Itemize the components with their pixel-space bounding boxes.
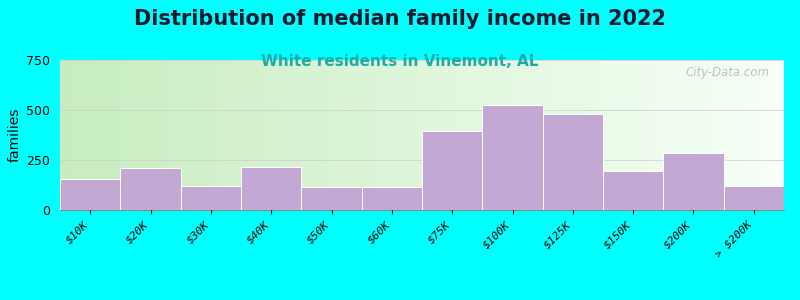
Text: Distribution of median family income in 2022: Distribution of median family income in … (134, 9, 666, 29)
Bar (542, 114, 603, 210)
Bar (181, 186, 241, 210)
Y-axis label: families: families (8, 108, 22, 162)
Bar (60, 179, 120, 210)
Bar (241, 167, 302, 210)
Bar (603, 171, 663, 210)
Text: White residents in Vinemont, AL: White residents in Vinemont, AL (262, 54, 538, 69)
Bar (120, 168, 181, 210)
Text: City-Data.com: City-Data.com (686, 66, 770, 79)
Bar (663, 153, 724, 210)
Bar (482, 105, 542, 210)
Bar (302, 187, 362, 210)
Bar (422, 131, 482, 210)
Bar (724, 186, 784, 210)
Bar (362, 187, 422, 210)
